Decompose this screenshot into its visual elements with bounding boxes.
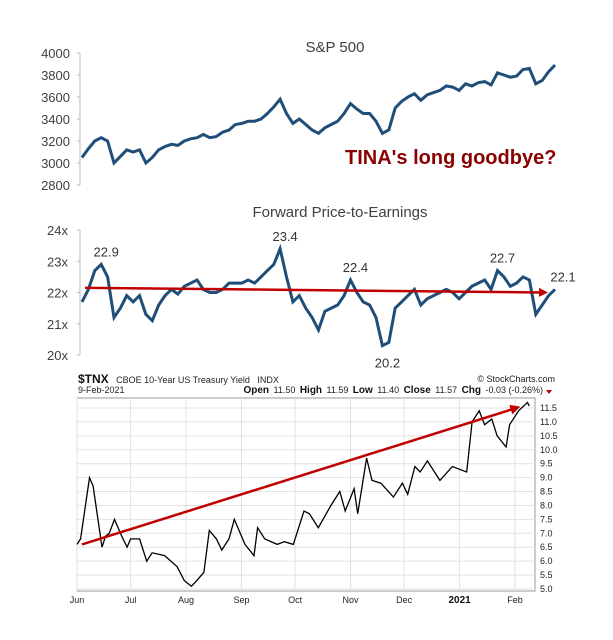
tnx-header: $TNX CBOE 10-Year US Treasury Yield INDX (78, 370, 279, 387)
sp500-y-tick: 3400 (41, 112, 70, 127)
pe-y-tick: 22x (47, 286, 68, 301)
pe-data-label: 22.9 (94, 244, 119, 259)
tnx-y-tick: 8.0 (540, 500, 553, 510)
tnx-symbol: $TNX (78, 372, 109, 386)
sp500-y-tick: 3800 (41, 68, 70, 83)
tnx-x-tick: Sep (233, 595, 249, 605)
sp500-y-tick: 2800 (41, 178, 70, 193)
tnx-y-tick: 7.0 (540, 528, 553, 538)
tnx-exchange: INDX (257, 375, 279, 385)
low-label: Low (353, 385, 373, 396)
annotation-text: TINA's long goodbye? (345, 147, 556, 169)
tnx-y-tick: 11.5 (540, 403, 557, 413)
tnx-y-tick: 5.5 (540, 570, 553, 580)
tnx-series-line (76, 401, 530, 588)
tnx-x-tick: Dec (396, 595, 413, 605)
tnx-trend-arrowhead (509, 404, 521, 415)
chg-label: Chg (462, 385, 481, 396)
close-label: Close (404, 385, 432, 396)
tnx-y-tick: 11.0 (540, 417, 557, 427)
pe-y-tick: 23x (47, 254, 68, 269)
pe-title: Forward Price-to-Earnings (252, 204, 427, 221)
tnx-y-tick: 9.5 (540, 459, 553, 469)
pe-trend-arrowhead (538, 287, 548, 297)
sp500-y-tick: 4000 (41, 46, 70, 61)
close-value: 11.57 (435, 385, 457, 395)
pe-trend-arrow (84, 286, 543, 294)
pe-series-line (80, 243, 557, 348)
tnx-date: 9-Feb-2021 (78, 385, 125, 395)
tnx-title: CBOE 10-Year US Treasury Yield (116, 375, 250, 385)
tnx-y-tick: 7.5 (540, 514, 553, 524)
sp500-title: S&P 500 (306, 39, 365, 56)
open-value: 11.50 (274, 385, 296, 395)
tnx-x-tick: Aug (178, 595, 194, 605)
tnx-y-tick: 10.5 (540, 431, 558, 441)
pe-data-label: 20.2 (375, 356, 400, 371)
pe-y-tick: 20x (47, 348, 68, 363)
tnx-x-tick: Oct (288, 595, 303, 605)
sp500-y-tick: 3000 (41, 156, 70, 171)
high-label: High (300, 385, 322, 396)
down-triangle-icon (546, 390, 552, 394)
sp500-y-tick: 3600 (41, 90, 70, 105)
pe-data-label: 23.4 (272, 229, 297, 244)
chg-value: -0.03 (-0.26%) (485, 385, 543, 395)
tnx-y-tick: 6.5 (540, 542, 553, 552)
tnx-x-tick: Nov (343, 595, 360, 605)
sp500-series-line (80, 64, 557, 166)
pe-data-label: 22.4 (343, 260, 368, 275)
tnx-source: © StockCharts.com (477, 374, 555, 384)
pe-y-tick: 24x (47, 223, 68, 238)
tnx-x-tick: 2021 (448, 595, 471, 606)
open-label: Open (243, 385, 269, 396)
tnx-y-tick: 10.0 (540, 445, 558, 455)
tnx-x-tick: Feb (507, 595, 523, 605)
high-value: 11.59 (326, 385, 348, 395)
tnx-plot-frame (76, 397, 536, 592)
tnx-y-tick: 6.0 (540, 556, 553, 566)
pe-data-label: 22.1 (550, 269, 575, 284)
tnx-x-tick: Jul (125, 595, 137, 605)
tnx-y-tick: 8.5 (540, 487, 553, 497)
tnx-y-tick: 5.0 (540, 584, 553, 594)
pe-y-tick: 21x (47, 317, 68, 332)
tnx-trend-arrow (81, 407, 515, 546)
low-value: 11.40 (377, 385, 399, 395)
pe-data-label: 22.7 (490, 251, 515, 266)
tnx-quote: Open 11.50 High 11.59 Low 11.40 Close 11… (243, 380, 543, 397)
tnx-y-tick: 9.0 (540, 473, 553, 483)
tnx-x-tick: Jun (70, 595, 85, 605)
sp500-y-tick: 3200 (41, 134, 70, 149)
